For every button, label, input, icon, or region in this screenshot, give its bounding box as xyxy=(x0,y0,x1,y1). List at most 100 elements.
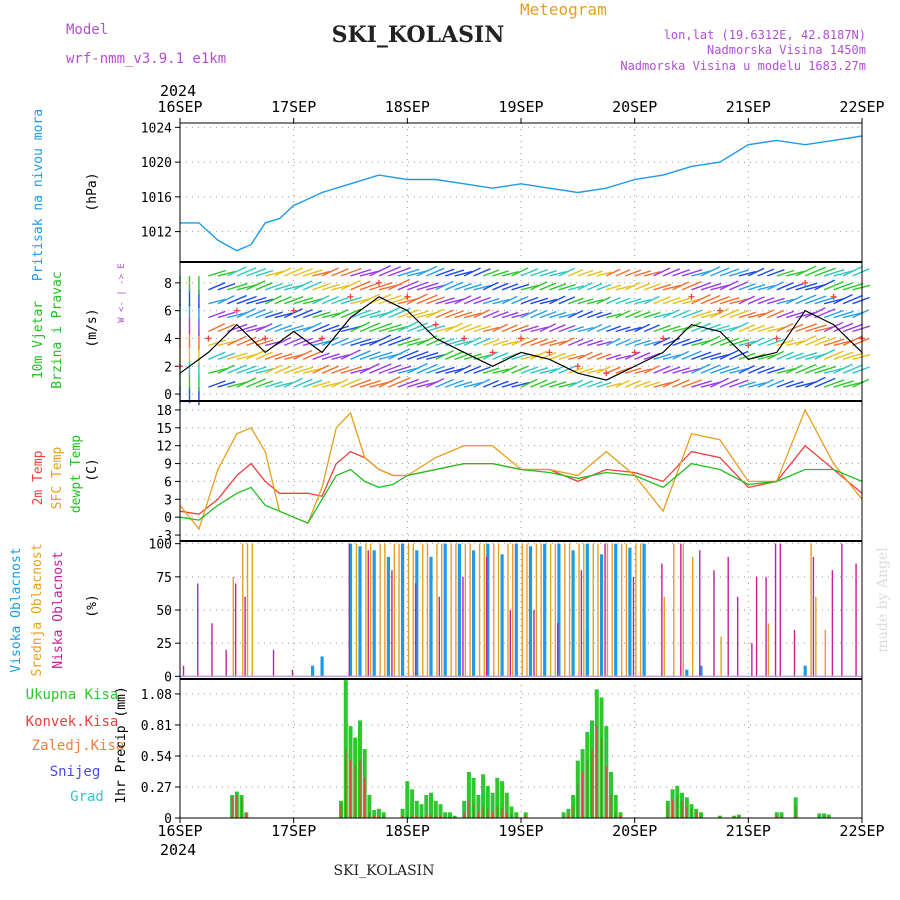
wind-barb xyxy=(388,377,411,388)
lonlat-label: lon,lat (19.6312E, 42.8187N) xyxy=(664,28,866,42)
wind-barb xyxy=(227,352,248,360)
wind-barb xyxy=(444,322,464,333)
wind-barb xyxy=(482,367,500,374)
wind-barb xyxy=(407,350,429,360)
wind-barb xyxy=(653,283,672,291)
precip-total-bar xyxy=(618,812,623,818)
wind-barb xyxy=(691,310,712,319)
wind-barb xyxy=(359,380,381,388)
precip-convective-bar xyxy=(667,806,669,818)
precip-total-bar xyxy=(514,812,519,818)
wind-barb xyxy=(804,376,826,388)
cloud-bar-high xyxy=(500,554,504,677)
wind-barb xyxy=(255,380,274,388)
cloud-bar-high xyxy=(372,550,376,677)
wind-barb xyxy=(444,281,464,291)
wind-barb xyxy=(653,324,671,333)
wind-barb xyxy=(833,363,853,374)
wind-barb xyxy=(710,377,730,388)
precip-total-bar xyxy=(471,777,476,818)
wind-barb xyxy=(662,378,680,388)
wind-gust-marker xyxy=(347,293,354,300)
wind-barb xyxy=(700,335,721,347)
precip-convective-bar xyxy=(354,766,356,818)
wind-barb xyxy=(416,352,439,360)
wind-barb xyxy=(407,362,428,374)
wind-barb xyxy=(283,296,304,305)
y-tick-label: 0 xyxy=(164,670,172,685)
wind-barb xyxy=(624,379,641,388)
precip-convective-bar xyxy=(364,777,366,818)
wind-barb xyxy=(767,269,785,277)
wind-barb xyxy=(407,322,429,333)
precip-convective-bar xyxy=(610,795,612,818)
wind-barb xyxy=(208,351,226,360)
wind-barb xyxy=(767,379,785,388)
precip-convective-bar xyxy=(378,815,380,818)
wind-barb xyxy=(482,338,500,347)
wind-barb xyxy=(795,265,817,277)
wind-barb xyxy=(435,280,454,291)
wind-barb xyxy=(776,298,795,305)
wind-barb xyxy=(729,322,749,333)
wind-barb xyxy=(492,352,509,360)
wind-barb xyxy=(236,324,258,333)
wind-gust-marker xyxy=(688,293,695,300)
x-tick-label-top: 17SEP xyxy=(271,98,316,116)
wind-barb xyxy=(719,378,739,388)
wind-barb xyxy=(340,337,362,347)
wind-barb xyxy=(274,267,292,277)
precip-convective-bar xyxy=(818,815,820,818)
wind-barb xyxy=(265,282,283,291)
wind-barb xyxy=(208,298,227,305)
precip-convective-bar xyxy=(368,812,370,818)
cloud-unit: (%) xyxy=(85,594,100,617)
precip-convective-bar xyxy=(349,760,352,818)
precip-total-bar xyxy=(736,814,741,818)
wind-barb xyxy=(738,352,756,360)
wind-barb xyxy=(757,309,774,319)
wind-barb xyxy=(624,367,642,374)
wind-barb xyxy=(700,266,721,277)
wind-barb xyxy=(615,379,630,388)
precip-convective-bar xyxy=(510,814,513,818)
wind-barb xyxy=(501,311,519,319)
wind-barb xyxy=(738,270,756,277)
wind-barb xyxy=(795,294,817,305)
wind-barb xyxy=(785,352,804,360)
wind-barb xyxy=(520,309,538,319)
wind-barb xyxy=(606,382,622,388)
precip-convective-bar xyxy=(420,815,423,818)
wind-barb xyxy=(236,307,257,319)
wind-barb xyxy=(350,350,371,360)
wind-gust-marker xyxy=(716,307,723,314)
precip-convective-bar xyxy=(577,783,579,818)
wind-barb xyxy=(624,298,642,305)
wind-barb xyxy=(643,324,660,333)
y-tick-label: 1020 xyxy=(141,156,172,171)
wind-barb xyxy=(767,326,786,333)
wind-barb xyxy=(814,377,836,388)
x-tick-label-bottom: 19SEP xyxy=(498,822,543,840)
wind-barb xyxy=(700,352,722,360)
wind-gust-marker xyxy=(262,335,269,342)
y-tick-label: 50 xyxy=(156,604,172,619)
wind-barb xyxy=(767,297,785,305)
wind-barb xyxy=(786,311,804,319)
wind-barb xyxy=(558,283,576,291)
cloud-bar-high xyxy=(472,550,476,677)
wind-barb xyxy=(511,336,529,347)
wind-barb xyxy=(321,267,339,277)
precip-total-bar xyxy=(485,785,490,818)
wind-barb xyxy=(549,381,567,388)
wind-gust-marker xyxy=(319,335,326,342)
precip-total-bar xyxy=(613,795,618,818)
wind-barb xyxy=(748,324,766,333)
wind-barb xyxy=(321,312,340,319)
wind-barb xyxy=(643,311,661,319)
wind-barb xyxy=(454,282,473,291)
cloud-bar-high xyxy=(415,550,419,677)
wind-barb xyxy=(255,322,273,333)
plot-area: 101210161020102402468-303691215180255075… xyxy=(141,98,885,840)
wind-barb xyxy=(217,295,235,305)
